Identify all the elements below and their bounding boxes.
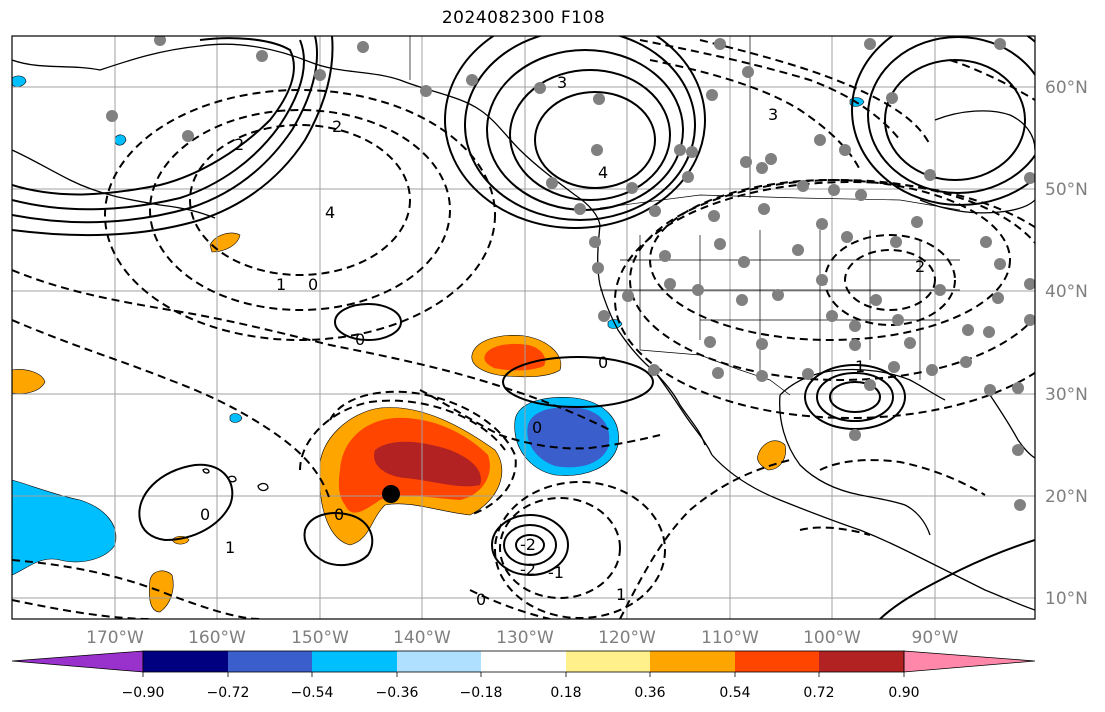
contour-label: -2 [520,535,536,554]
contour-label: 2 [915,257,925,276]
shade-small-cyan-1 [12,75,27,88]
lon-label: 150°W [291,628,349,648]
contours-dashed [12,39,1035,619]
map-frame [11,35,1036,620]
shade-small-cyan-3 [229,413,243,423]
lat-label: 50°N [1045,180,1088,200]
contour-label: -1 [548,563,564,582]
map-title: 2024082300 F108 [441,8,606,28]
contour-label: 4 [325,203,335,222]
lat-label: 20°N [1045,487,1088,507]
contour-label: 0 [532,418,542,437]
colorbar-tick-label: −0.36 [376,685,419,701]
colorbar-swatch [481,651,566,672]
lon-label: 130°W [496,628,554,648]
contour-label: 2 [234,135,244,154]
shade-negative-blue [527,407,610,468]
colorbar-tick-label: −0.72 [207,685,250,701]
station-markers [106,36,1035,511]
colorbar-tick-label: 0.54 [719,685,750,701]
colorbar-swatch [397,651,481,672]
storm-center-marker [382,485,400,503]
contour-label: 0 [476,590,486,609]
contour-label: 0 [334,505,344,524]
contour-label: -2 [520,560,536,579]
contour-label: 0 [598,353,608,372]
contour-label: 0 [355,330,365,349]
lon-label: 160°W [188,628,246,648]
colorbar-tick-label: 0.36 [634,685,665,701]
graticule [12,36,1035,619]
colorbar-tick-label: −0.18 [460,685,503,701]
shade-small-orange-2 [149,570,174,613]
colorbar-swatch [735,651,819,672]
contour-label: 1 [276,275,286,294]
colorbar-ticks [142,672,905,677]
colorbar-swatch [566,651,650,672]
contour-labels: 0 0 0 0 0 0 0 1 1 1 2 2 3 3 4 4 -1 -2 -2… [200,73,925,609]
colorbar-max-extend [903,650,1036,673]
map-panel [12,36,1035,619]
contour-label: 3 [557,73,567,92]
colorbar-tick-label: −0.54 [291,685,334,701]
lon-label: 120°W [598,628,656,648]
colorbar-swatch [819,651,904,672]
colorbar-swatch [312,651,397,672]
lon-label: 170°W [86,628,144,648]
contour-label: 2 [332,117,342,136]
colorbar-tick-label: −0.90 [122,685,165,701]
colorbar-tick-label: 0.18 [550,685,581,701]
lon-label: 110°W [701,628,759,648]
lon-label: 140°W [393,628,451,648]
map-content: 0 0 0 0 0 0 0 1 1 1 2 2 3 3 4 4 -1 -2 -2… [12,36,1035,619]
longitude-axis: 170°W 160°W 150°W 140°W 130°W 120°W 110°… [86,628,959,648]
lat-label: 40°N [1045,282,1088,302]
lon-label: 90°W [912,628,959,648]
latitude-axis: 60°N 50°N 40°N 30°N 20°N 10°N [1045,78,1088,609]
colorbar-frame [142,650,905,673]
colorbar-tick-label: 0.72 [803,685,834,701]
shade-small-cyan-2 [114,134,127,146]
colorbar-tick-label: 0.90 [888,685,919,701]
lat-label: 30°N [1045,385,1088,405]
contour-label: 0 [308,275,318,294]
lon-label: 100°W [803,628,861,648]
colorbar-min-extend [11,650,144,673]
contour-label: 1 [616,585,626,604]
lat-label: 10°N [1045,589,1088,609]
shading-layer [12,75,865,613]
contours-solid [12,36,1035,619]
colorbar-swatch [228,651,312,672]
shade-positive-dark-red [374,441,481,487]
lat-label: 60°N [1045,78,1088,98]
contour-label: 0 [200,505,210,524]
contour-label: 1 [225,538,235,557]
colorbar: −0.90 −0.72 −0.54 −0.36 −0.18 0.18 0.36 … [11,650,1036,701]
colorbar-swatch [650,651,735,672]
contour-label: 4 [598,163,608,182]
contour-label: 3 [768,105,778,124]
contour-label: 1 [855,357,865,376]
colorbar-swatch [143,651,228,672]
